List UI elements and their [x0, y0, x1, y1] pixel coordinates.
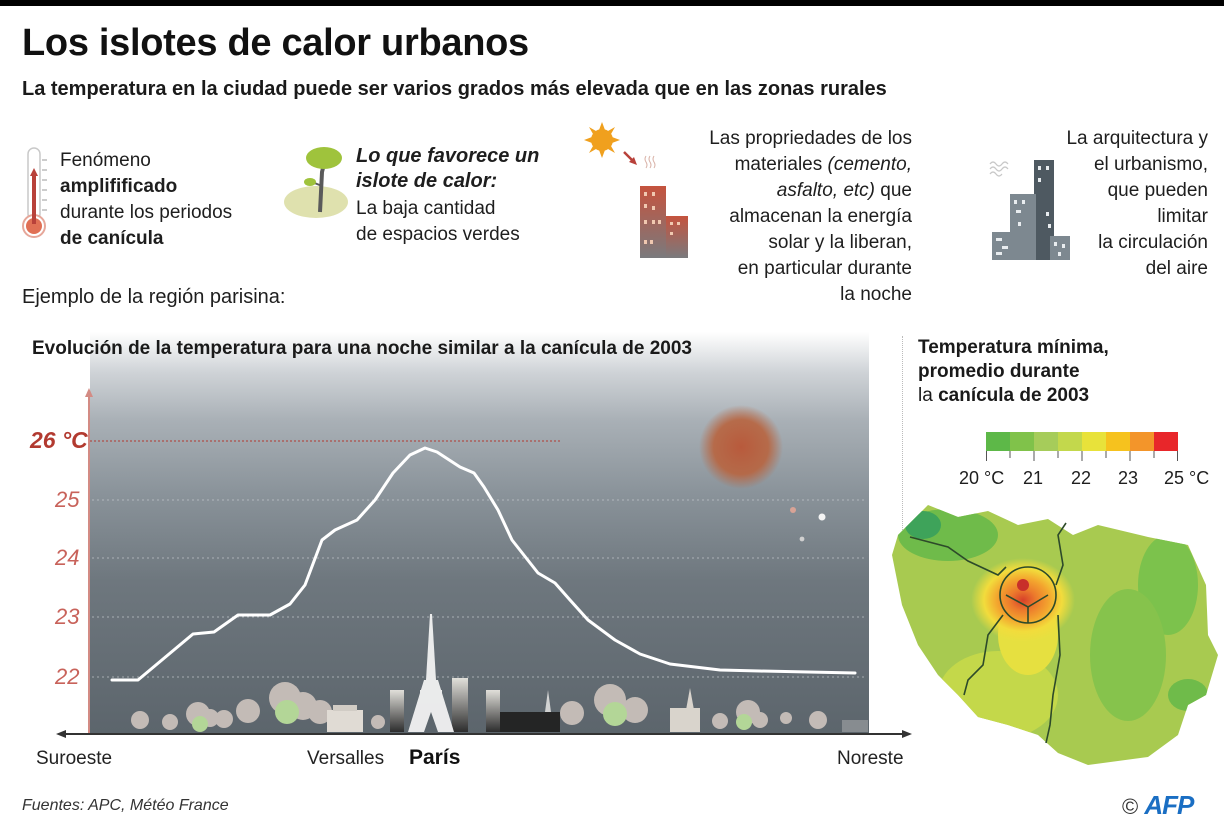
page-subtitle: La temperatura en la ciudad puede ser va… — [22, 78, 887, 100]
info-heatwave: Fenómeno amplifificado durante los perio… — [60, 148, 232, 252]
info-materials-line: la noche — [840, 284, 912, 305]
panel-divider — [902, 336, 903, 546]
map-title-line: promedio durante — [918, 361, 1080, 382]
legend-label-25: 25 °C — [1164, 468, 1210, 488]
info-materials-italic: (cemento, — [827, 154, 912, 175]
x-label-versalles: Versalles — [307, 748, 385, 769]
info-architecture-line: que pueden — [1107, 180, 1208, 201]
map-title-line: la — [918, 385, 939, 406]
info-architecture-line: La arquitectura y — [1066, 128, 1208, 149]
legend-label-20: 20 °C — [959, 468, 1005, 488]
page-title: Los islotes de calor urbanos — [22, 22, 529, 64]
info-materials-line: solar y la liberan, — [768, 232, 912, 253]
info-architecture-line: del aire — [1145, 258, 1208, 279]
chart-night-sky — [90, 332, 869, 734]
info-greenspace-heading: Lo que favorece un — [356, 145, 540, 167]
info-architecture-line: el urbanismo, — [1093, 154, 1208, 175]
temperature-curve — [110, 446, 857, 682]
copyright-symbol: © — [1122, 794, 1139, 819]
legend-label-22: 22 — [1071, 468, 1092, 488]
legend-swatch — [1130, 432, 1154, 451]
moon-icon — [699, 405, 783, 489]
info-greenspace-line: de espacios verdes — [356, 224, 520, 245]
chart-title: Evolución de la temperatura para una noc… — [32, 338, 692, 359]
skyline-silhouette — [131, 614, 868, 732]
y-tick-24: 24 — [55, 545, 80, 570]
legend-swatch — [1058, 432, 1082, 451]
legend-label-21: 21 — [1023, 468, 1044, 488]
info-materials-line: en particular durante — [737, 258, 912, 279]
legend-swatch — [1082, 432, 1106, 451]
info-materials-line: almacenan la energía — [729, 206, 912, 227]
info-architecture-line: la circulación — [1098, 232, 1208, 253]
afp-copyright: © AFP — [1122, 790, 1194, 821]
y-axis-arrow — [85, 388, 93, 397]
map-color-legend — [986, 432, 1178, 451]
top-border — [0, 0, 1224, 6]
map-title-bold: canícula de 2003 — [938, 385, 1090, 406]
map-title: Temperatura mínima, promedio durante la … — [918, 336, 1109, 408]
info-heatwave-bold: amplifificado — [60, 176, 178, 197]
y-tick-23: 23 — [55, 604, 80, 629]
info-heatwave-line: Fenómeno — [60, 150, 151, 171]
map-title-line: Temperatura mínima, — [918, 337, 1109, 358]
grid-lines — [92, 499, 865, 678]
x-label-suroeste: Suroeste — [36, 748, 113, 769]
info-materials-italic: asfalto, etc) — [776, 180, 876, 201]
info-heatwave-line: durante los periodos — [60, 202, 233, 223]
buildings-wind-icon — [989, 160, 1070, 260]
tree-icon — [284, 147, 348, 218]
info-architecture-line: limitar — [1157, 206, 1208, 227]
legend-swatch — [986, 432, 1010, 451]
info-materials: Las propriedades de los materiales (ceme… — [666, 126, 912, 308]
legend-label-23: 23 — [1118, 468, 1139, 488]
y-tick-25: 25 — [55, 487, 80, 512]
y-tick-26: 26 °C — [30, 427, 88, 453]
info-greenspace-heading: islote de calor: — [356, 170, 498, 192]
x-axis-arrow-left — [56, 730, 66, 738]
x-axis-arrow-right — [902, 730, 912, 738]
y-tick-22: 22 — [55, 664, 80, 689]
x-label-paris: París — [409, 746, 461, 769]
eiffel-tower-icon — [408, 614, 454, 732]
thermometer-icon — [22, 147, 47, 238]
ile-de-france-heatmap — [892, 505, 1218, 765]
info-architecture: La arquitectura y el urbanismo, que pued… — [1030, 126, 1208, 282]
info-materials-text: que — [875, 180, 912, 201]
example-label: Ejemplo de la región parisina: — [22, 286, 286, 308]
legend-swatch — [1106, 432, 1130, 451]
x-label-noreste: Noreste — [837, 748, 904, 769]
legend-ticks — [986, 451, 1178, 461]
stars — [790, 507, 826, 542]
info-heatwave-bold: de canícula — [60, 228, 164, 249]
info-materials-line: Las propriedades de los — [709, 128, 912, 149]
info-greenspace: Lo que favorece un islote de calor: La b… — [356, 144, 539, 248]
sources-credit: Fuentes: APC, Météo France — [22, 797, 229, 814]
info-greenspace-line: La baja cantidad — [356, 198, 496, 219]
sun-building-icon — [584, 122, 688, 258]
legend-swatch — [1010, 432, 1034, 451]
legend-swatch — [1154, 432, 1178, 451]
info-materials-text: materiales — [734, 154, 828, 175]
legend-swatch — [1034, 432, 1058, 451]
afp-logo: AFP — [1144, 790, 1194, 820]
